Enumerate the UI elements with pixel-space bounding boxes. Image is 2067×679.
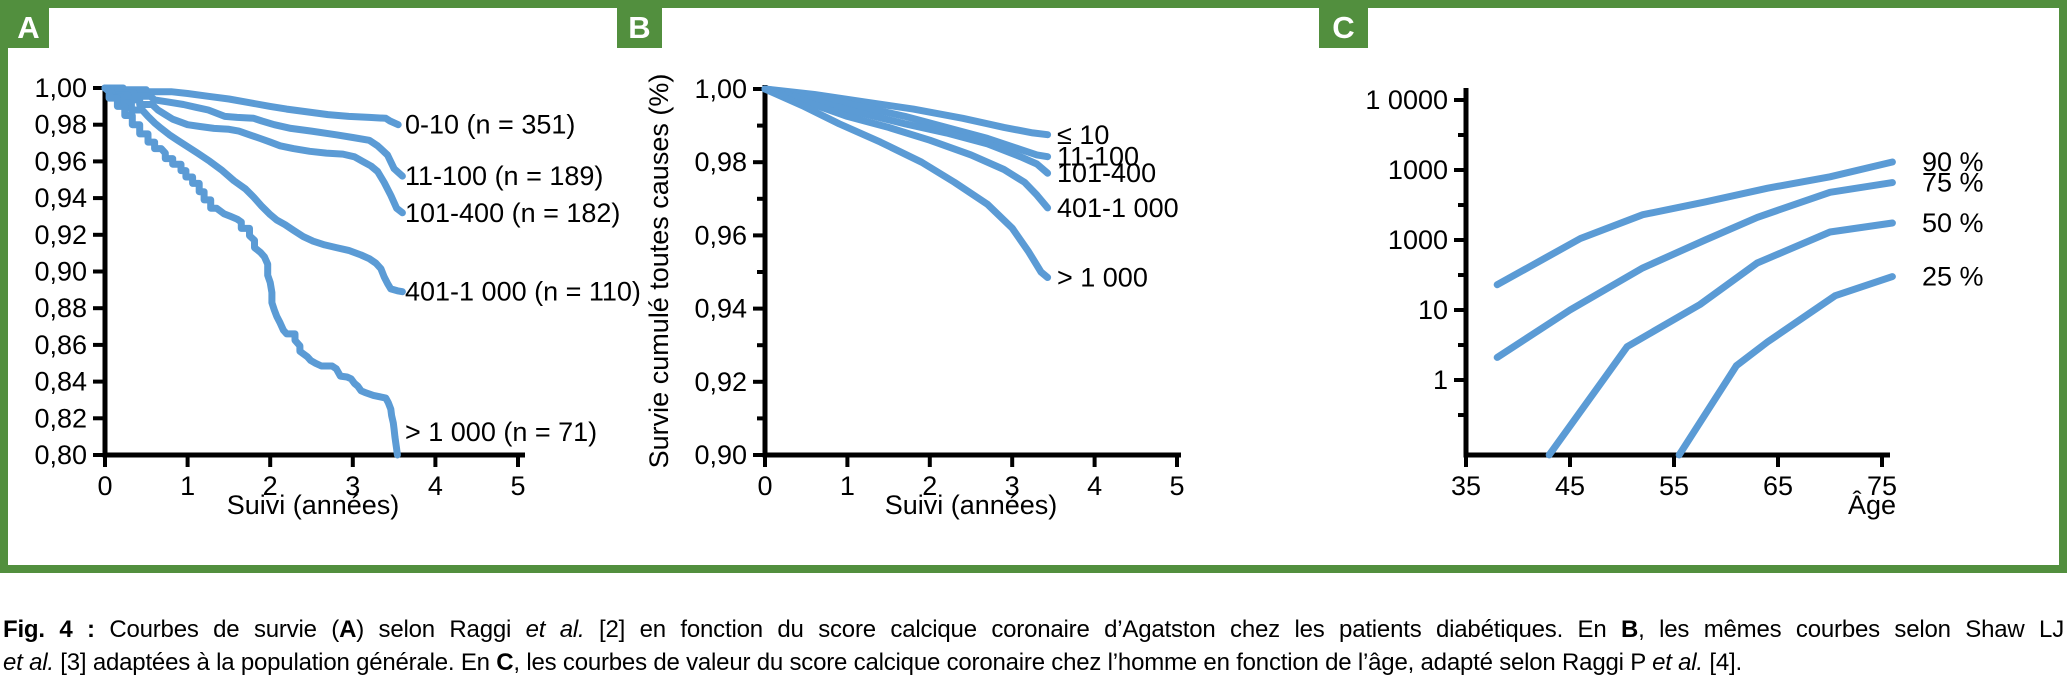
panel-B-series-line bbox=[761, 85, 1052, 212]
panel-C-xtick-label: 75 bbox=[1867, 471, 1897, 501]
panel-C-ytick-label: 1 bbox=[1433, 365, 1448, 395]
panel-C-series-line bbox=[1545, 219, 1896, 459]
caption-segment: , les mêmes courbes selon Shaw LJ bbox=[1638, 616, 2064, 643]
panel-A-series-label: 0-10 (n = 351) bbox=[405, 110, 575, 140]
panel-C-xtick-label: 55 bbox=[1659, 471, 1689, 501]
panel-C-series-label: 25 % bbox=[1922, 262, 1984, 292]
panel-A-xtick-label: 0 bbox=[97, 471, 112, 501]
panel-B-xaxis-title: Suivi (années) bbox=[885, 490, 1058, 520]
caption-segment: [2] en fonction du score calcique corona… bbox=[584, 616, 1622, 643]
panel-A-xtick-label: 3 bbox=[345, 471, 360, 501]
caption-segment: et al. bbox=[1652, 649, 1703, 676]
panel-A-series-line bbox=[101, 84, 401, 459]
panel-B-xtick-label: 3 bbox=[1005, 471, 1020, 501]
panel-A-series-label: 401-1 000 (n = 110) bbox=[405, 277, 641, 307]
caption-segment: Courbes de survie ( bbox=[94, 616, 340, 643]
panel-A-ytick-label: 0,88 bbox=[34, 293, 87, 323]
caption-segment: A bbox=[339, 616, 357, 643]
panel-C-series-label: 50 % bbox=[1922, 208, 1984, 238]
panel-A-ytick-label: 0,94 bbox=[34, 183, 87, 213]
panel-A-series-label: > 1 000 (n = 71) bbox=[405, 417, 597, 447]
panel-B-xtick-label: 0 bbox=[757, 471, 772, 501]
panel-C-series-line bbox=[1493, 179, 1896, 361]
panel-A-series-label: 101-400 (n = 182) bbox=[405, 198, 620, 228]
caption-line-2: et al. [3] adaptées à la population géné… bbox=[3, 646, 2064, 679]
panel-B-series-label: ≤ 10 bbox=[1057, 120, 1109, 150]
panel-A-series-line bbox=[101, 84, 406, 180]
frame-bottom-bar bbox=[0, 565, 2067, 573]
panel-B-series-line bbox=[761, 85, 1052, 281]
panel-b-badge: B bbox=[617, 8, 662, 48]
panel-B-xtick-label: 2 bbox=[922, 471, 937, 501]
caption-segment: , les courbes de valeur du score calciqu… bbox=[513, 649, 1653, 676]
panel-A-ytick-label: 0,96 bbox=[34, 146, 87, 176]
panel-B-ytick-label: 0,96 bbox=[694, 220, 747, 250]
panel-A-series-label: 11-100 (n = 189) bbox=[405, 161, 603, 191]
panel-C-ytick-label: 1 0000 bbox=[1365, 85, 1448, 115]
figure-caption: Fig. 4 : Courbes de survie (A) selon Rag… bbox=[3, 613, 2064, 679]
panel-C-ytick-label: 1000 bbox=[1388, 155, 1448, 185]
caption-line-1: Fig. 4 : Courbes de survie (A) selon Rag… bbox=[3, 613, 2064, 646]
caption-segment: [3] adaptées à la population générale. E… bbox=[53, 649, 497, 676]
panel-C-ytick-label: 1000 bbox=[1388, 225, 1448, 255]
panel-B-series-label: 101-400 bbox=[1057, 158, 1156, 188]
panel-A-axes bbox=[102, 85, 525, 458]
panel-A-ytick-label: 1,00 bbox=[34, 73, 87, 103]
panel-A-ytick-label: 0,98 bbox=[34, 110, 87, 140]
panel-A-series-line bbox=[101, 84, 406, 296]
panel-C-series-label: 90 % bbox=[1922, 147, 1984, 177]
panel-B-xtick-label: 5 bbox=[1169, 471, 1184, 501]
panel-A-xaxis-title: Suivi (années) bbox=[227, 490, 400, 520]
panel-A-ytick-label: 0,84 bbox=[34, 367, 87, 397]
panel-C-xtick-label: 45 bbox=[1555, 471, 1585, 501]
caption-segment: et al. bbox=[525, 616, 585, 643]
panel-B-series-line bbox=[761, 85, 1052, 177]
caption-segment: [4]. bbox=[1702, 649, 1742, 676]
panel-B-ytick-label: 0,98 bbox=[694, 147, 747, 177]
panel-A-ytick-label: 0,82 bbox=[34, 403, 87, 433]
panel-C-ytick-label: 10 bbox=[1418, 295, 1448, 325]
panel-B-ytick-label: 0,92 bbox=[694, 367, 747, 397]
panel-A-ytick-label: 0,92 bbox=[34, 220, 87, 250]
caption-segment: Fig. 4 : bbox=[3, 616, 95, 643]
caption-segment: C bbox=[496, 649, 514, 676]
panel-C-xaxis-title: Âge bbox=[1848, 489, 1896, 520]
panel-A-xtick-label: 5 bbox=[510, 471, 525, 501]
panel-C-series-label: 75 % bbox=[1922, 168, 1984, 198]
panel-B-xtick-label: 4 bbox=[1087, 471, 1102, 501]
panel-B-ytick-label: 0,94 bbox=[694, 294, 747, 324]
panel-C-axes bbox=[1463, 88, 1890, 458]
panel-B-series-label: 401-1 000 bbox=[1057, 193, 1179, 223]
panel-C-series-line bbox=[1675, 273, 1896, 459]
panel-C-xtick-label: 35 bbox=[1451, 471, 1481, 501]
caption-segment: ) selon Raggi bbox=[356, 616, 526, 643]
panel-A-ytick-label: 0,80 bbox=[34, 440, 87, 470]
panel-A-series-line bbox=[101, 84, 402, 129]
panel-A-ytick-label: 0,90 bbox=[34, 257, 87, 287]
caption-segment: B bbox=[1621, 616, 1639, 643]
panel-B-ytick-label: 1,00 bbox=[694, 74, 747, 104]
panel-A-xtick-label: 2 bbox=[263, 471, 278, 501]
panel-A-ytick-label: 0,86 bbox=[34, 330, 87, 360]
panel-A-xtick-label: 1 bbox=[180, 471, 195, 501]
panel-B-yaxis-title: Survie cumulé toutes causes (%) bbox=[644, 74, 674, 469]
panel-A-series-line bbox=[101, 84, 406, 217]
frame-left-bar bbox=[0, 0, 8, 572]
frame-right-bar bbox=[2059, 0, 2067, 572]
panel-a-badge: A bbox=[8, 8, 49, 48]
caption-segment: et al. bbox=[3, 649, 54, 676]
panel-C-xtick-label: 65 bbox=[1763, 471, 1793, 501]
panel-B-xtick-label: 1 bbox=[840, 471, 855, 501]
frame-top-bar bbox=[0, 0, 2067, 8]
panel-B-series-label: 11-100 bbox=[1057, 142, 1139, 172]
panel-C-series-line bbox=[1493, 158, 1896, 289]
panel-c-badge: C bbox=[1319, 8, 1368, 48]
panel-B-ytick-label: 0,90 bbox=[694, 440, 747, 470]
panel-B-series-line bbox=[761, 85, 1052, 161]
panel-A-xtick-label: 4 bbox=[428, 471, 443, 501]
panel-B-series-label: > 1 000 bbox=[1057, 262, 1148, 292]
